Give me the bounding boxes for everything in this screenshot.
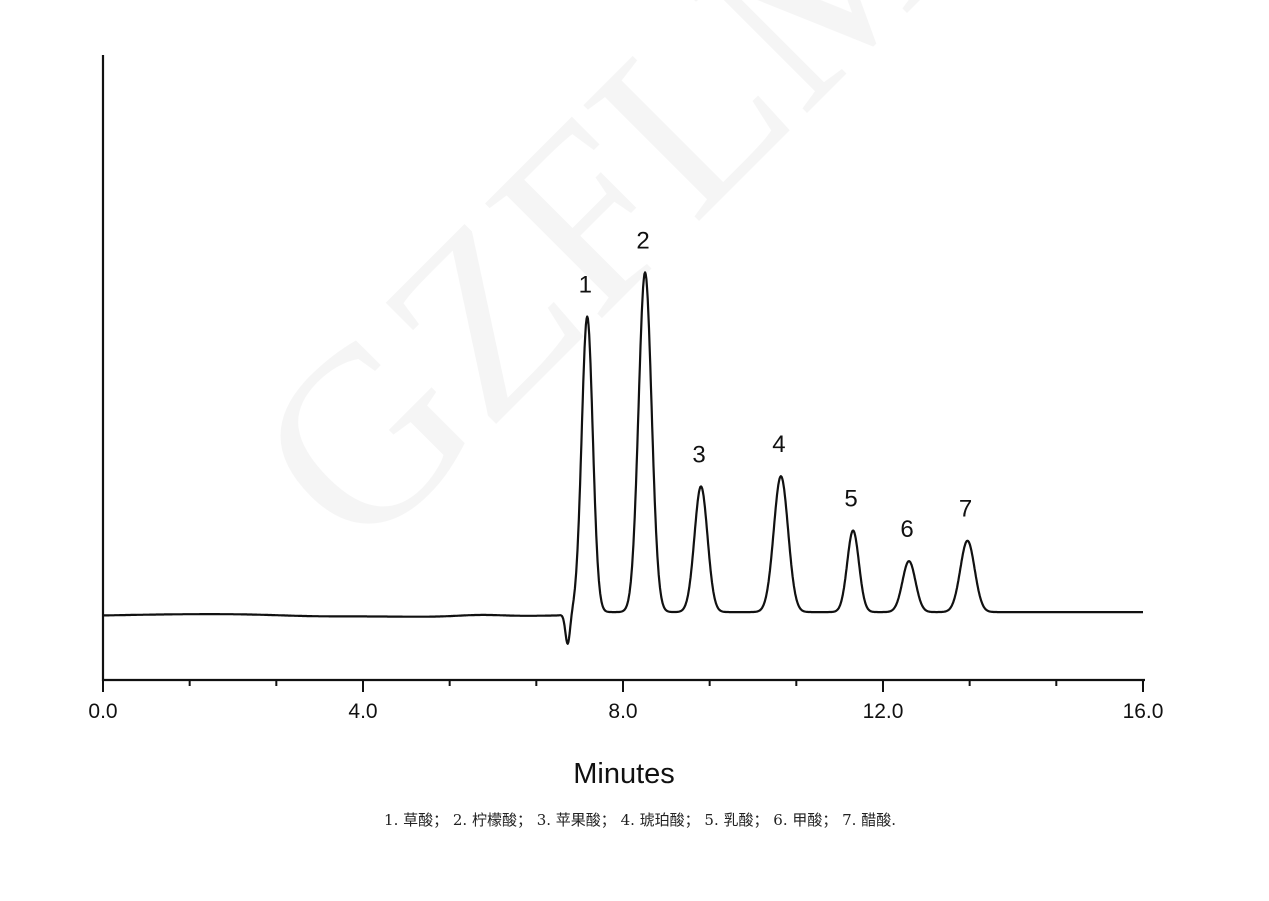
axes: 0.0 4.0 8.0 12.0 16.0 <box>88 55 1163 723</box>
peak-label: 3 <box>692 441 705 468</box>
peak-label: 6 <box>900 516 913 543</box>
peak-labels: 1 2 3 4 5 6 7 <box>579 227 973 543</box>
chromatogram-trace <box>102 271 1144 645</box>
figure-caption: 1. 草酸； 2. 柠檬酸； 3. 苹果酸； 4. 琥珀酸； 5. 乳酸； 6.… <box>384 811 896 829</box>
peak-label: 1 <box>579 272 592 299</box>
peak-label: 2 <box>636 227 649 254</box>
peak-label: 5 <box>844 486 857 513</box>
x-tick-label: 8.0 <box>608 700 637 723</box>
x-tick-label: 12.0 <box>863 700 904 723</box>
x-tick-label: 4.0 <box>348 700 377 723</box>
x-axis-label: Minutes <box>573 758 675 790</box>
peak-label: 7 <box>959 496 972 523</box>
watermark: GZFLM <box>203 0 998 599</box>
x-tick-label: 16.0 <box>1123 700 1164 723</box>
x-tick-label: 0.0 <box>88 700 117 723</box>
peak-label: 4 <box>772 431 785 458</box>
